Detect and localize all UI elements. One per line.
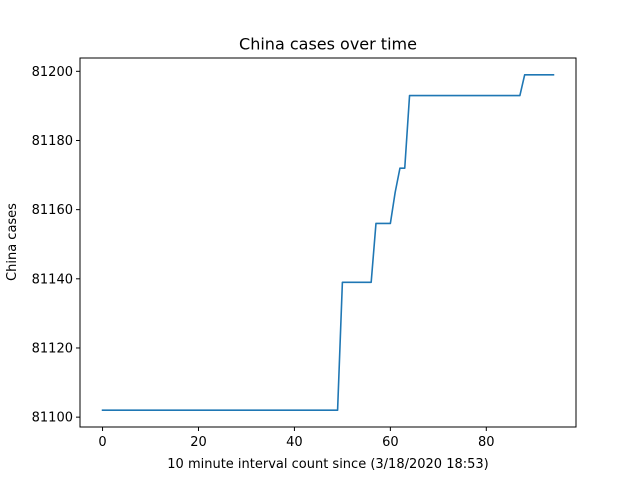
x-tick-label: 0 bbox=[98, 435, 106, 450]
series-line-0 bbox=[101, 73, 555, 412]
x-tick-label: 40 bbox=[286, 435, 303, 450]
y-tick-label: 81160 bbox=[32, 203, 73, 218]
x-tick-label: 60 bbox=[382, 435, 399, 450]
y-tick-label: 81120 bbox=[32, 341, 73, 356]
y-axis: 81100 81120 81140 81160 81180 81200 bbox=[32, 65, 80, 426]
x-tick-label: 20 bbox=[190, 435, 207, 450]
chart-title: China cases over time bbox=[239, 35, 417, 54]
y-tick-label: 81140 bbox=[32, 272, 73, 287]
y-axis-label: China cases bbox=[5, 203, 20, 281]
plot-area bbox=[79, 57, 577, 428]
x-axis: 0 20 40 60 80 bbox=[98, 427, 495, 450]
y-tick-label: 81180 bbox=[32, 134, 73, 149]
axes-frame bbox=[79, 57, 577, 428]
x-axis-label: 10 minute interval count since (3/18/202… bbox=[167, 457, 488, 472]
x-tick-label: 80 bbox=[478, 435, 495, 450]
y-tick-label: 81200 bbox=[32, 65, 73, 80]
y-tick-label: 81100 bbox=[32, 411, 73, 426]
